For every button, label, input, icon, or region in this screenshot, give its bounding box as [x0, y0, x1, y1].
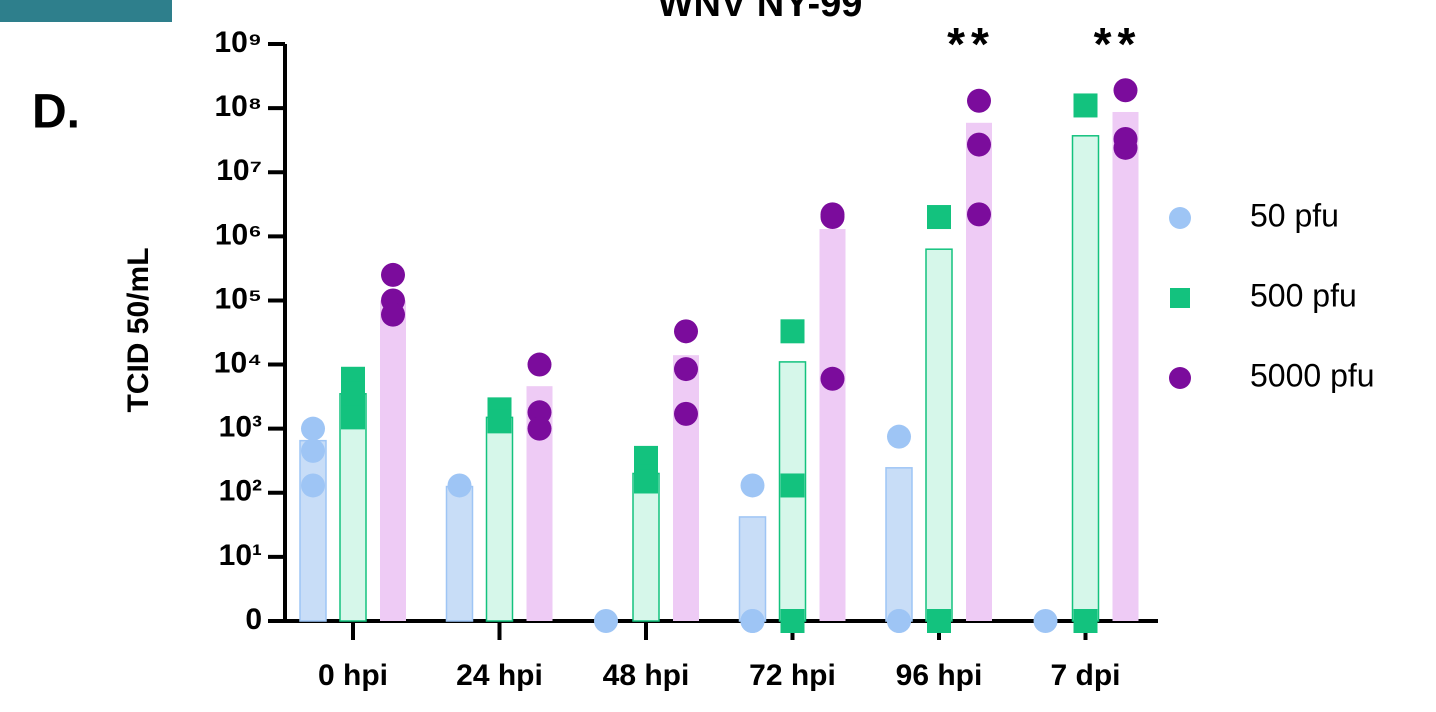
bar: [885, 467, 913, 622]
data-point: [447, 473, 472, 498]
bar: [673, 355, 699, 621]
data-point: [674, 319, 698, 344]
bar: [1071, 135, 1100, 622]
y-tick-label: 10²: [219, 475, 262, 508]
x-tick-label: 96 hpi: [896, 659, 983, 692]
data-point: [341, 405, 365, 430]
x-tick-label: 24 hpi: [456, 659, 543, 692]
data-point: [301, 416, 325, 441]
data-point: [527, 416, 552, 441]
bar: [485, 416, 514, 622]
legend-marker: [1169, 207, 1191, 229]
data-point: [674, 401, 698, 426]
significance: **: [1094, 18, 1142, 70]
bar: [925, 248, 953, 622]
data-point: [927, 609, 951, 633]
chart-title: WNV NY-99: [658, 0, 863, 25]
significance: **: [947, 18, 995, 70]
header-block: [0, 0, 172, 22]
bar: [966, 122, 992, 622]
legend-label: 500 pfu: [1250, 277, 1357, 313]
data-point: [487, 409, 512, 434]
y-tick-label: 10⁷: [216, 154, 262, 187]
data-point: [740, 609, 765, 633]
data-point: [301, 473, 325, 498]
y-tick-label: 10¹: [219, 539, 262, 572]
x-tick-label: 72 hpi: [749, 659, 836, 692]
data-point: [341, 381, 365, 406]
legend-marker: [1169, 367, 1191, 389]
panel-label: D.: [32, 86, 80, 139]
data-point: [1073, 93, 1098, 118]
legend-label: 50 pfu: [1250, 197, 1339, 233]
bar: [445, 485, 474, 622]
data-point: [780, 319, 805, 344]
y-tick-label: 10⁵: [215, 282, 262, 315]
x-tick-label: 0 hpi: [318, 659, 388, 692]
data-point: [967, 132, 991, 157]
data-point: [820, 205, 845, 230]
bar: [632, 472, 660, 622]
y-tick-label: 10⁸: [214, 90, 262, 123]
data-point: [887, 609, 911, 633]
data-point: [887, 424, 911, 449]
y-tick-label: 10⁶: [215, 218, 262, 251]
data-point: [674, 357, 698, 382]
data-point: [381, 302, 405, 327]
data-point: [780, 609, 805, 633]
data-point: [1113, 78, 1138, 103]
bar: [738, 516, 767, 622]
data-point: [967, 88, 991, 113]
y-tick-label: 10⁴: [214, 346, 262, 379]
data-point: [301, 438, 325, 463]
data-point: [594, 609, 618, 633]
data-point: [527, 352, 552, 377]
x-tick-label: 7 dpi: [1050, 659, 1120, 692]
bar: [380, 300, 406, 621]
legend-marker: [1170, 288, 1190, 308]
bar: [819, 229, 846, 621]
data-point: [1113, 135, 1138, 160]
y-tick-label: 10³: [219, 411, 262, 444]
data-point: [780, 473, 805, 498]
y-tick-label: 10⁹: [214, 26, 262, 59]
y-axis-label: TCID 50/mL: [122, 247, 155, 412]
x-tick-label: 48 hpi: [603, 659, 690, 692]
data-point: [967, 202, 991, 227]
data-point: [927, 205, 951, 230]
y-tick-label: 0: [245, 603, 262, 636]
legend-label: 5000 pfu: [1250, 357, 1375, 393]
data-point: [634, 469, 658, 494]
bar: [1112, 111, 1139, 622]
data-point: [1033, 609, 1058, 633]
bar: [299, 439, 327, 622]
data-point: [381, 262, 405, 287]
data-point: [740, 473, 765, 498]
data-point: [1073, 609, 1098, 633]
data-point: [820, 366, 845, 391]
